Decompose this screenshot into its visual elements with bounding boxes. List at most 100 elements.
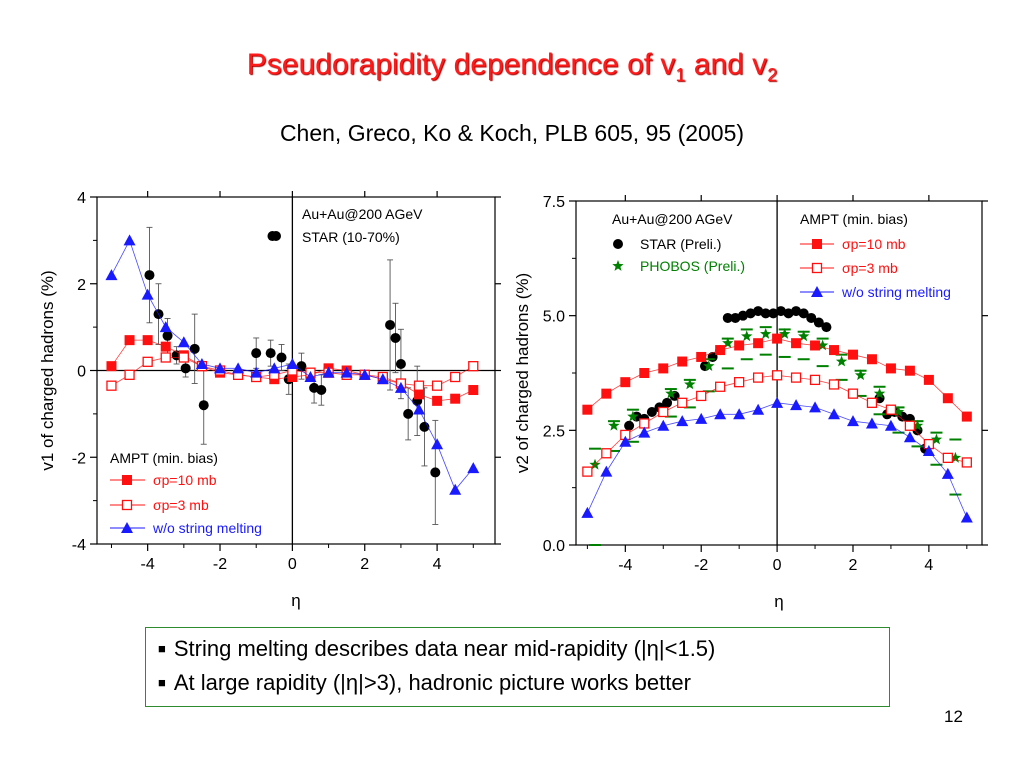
data-point — [142, 356, 153, 367]
x-tick-label: -4 — [141, 556, 155, 573]
note-text: At large rapidity (|η|>3), hadronic pict… — [173, 670, 691, 695]
data-point — [638, 426, 651, 438]
data-point — [620, 377, 631, 388]
data-point — [468, 385, 479, 396]
data-point — [390, 332, 401, 343]
data-point — [847, 349, 858, 360]
data-point — [904, 420, 916, 431]
x-tick-label: 4 — [924, 557, 933, 574]
y-axis-label: v2 of charged hadrons (%) — [513, 273, 532, 473]
data-point — [403, 408, 414, 419]
series — [624, 306, 931, 454]
legend-text: PHOBOS (Preli.) — [640, 258, 745, 274]
data-point — [923, 374, 934, 385]
series — [588, 326, 962, 546]
series — [144, 226, 441, 525]
data-point — [715, 345, 726, 356]
data-point — [122, 475, 132, 485]
data-point — [159, 321, 172, 333]
data-point — [734, 377, 745, 388]
series — [582, 370, 972, 477]
data-point — [771, 396, 784, 408]
data-point — [828, 379, 840, 390]
data-point — [745, 308, 756, 319]
data-point — [106, 380, 117, 391]
legend-text: w/o string melting — [152, 520, 262, 536]
y-tick-label: -4 — [72, 537, 86, 554]
data-point — [942, 393, 953, 404]
note-text: String melting describes data near mid-r… — [173, 636, 716, 661]
data-point — [684, 378, 696, 390]
data-point — [703, 360, 715, 371]
legend-text: w/o string melting — [841, 284, 951, 300]
legend-text: Au+Au@200 AGeV — [612, 211, 733, 227]
title-text: Pseudorapidity dependence of v — [246, 48, 676, 81]
data-point — [806, 312, 817, 323]
x-axis-label: η — [774, 592, 783, 611]
data-point — [612, 260, 624, 271]
data-point — [639, 368, 650, 378]
data-point — [942, 452, 954, 464]
data-point — [123, 234, 136, 246]
data-point — [413, 403, 426, 415]
data-point — [376, 373, 389, 385]
data-point — [790, 372, 802, 383]
legend-text: σp=10 mb — [153, 472, 217, 488]
slide-title: Pseudorapidity dependence of v1 and v2 — [0, 48, 1024, 86]
data-point — [214, 362, 227, 374]
notes-box: ■ String melting describes data near mid… — [145, 627, 890, 707]
data-point — [816, 339, 829, 351]
data-point — [760, 308, 771, 319]
data-point — [865, 417, 878, 429]
slide-subtitle: Chen, Greco, Ko & Koch, PLB 605, 95 (200… — [279, 120, 745, 146]
data-point — [657, 419, 670, 431]
data-point — [775, 306, 786, 317]
data-point — [413, 380, 425, 391]
data-point — [779, 328, 791, 339]
data-point — [251, 348, 262, 359]
data-point — [121, 522, 133, 533]
data-point — [265, 348, 276, 359]
data-point — [430, 467, 441, 478]
data-point — [450, 371, 461, 383]
data-point — [608, 419, 620, 431]
data-point — [121, 499, 133, 511]
data-point — [142, 335, 153, 346]
data-point — [676, 415, 689, 427]
data-point — [930, 433, 943, 445]
data-point — [922, 444, 935, 456]
data-point — [600, 465, 613, 477]
x-tick-label: -4 — [618, 557, 632, 574]
y-tick-label: -2 — [72, 450, 86, 467]
data-point — [677, 356, 688, 367]
data-point — [812, 239, 822, 249]
data-point — [892, 406, 905, 417]
data-point — [124, 369, 135, 380]
legend-title: AMPT (min. bias) — [800, 211, 908, 227]
data-point — [772, 333, 783, 344]
title-subscript-2: 2 — [767, 65, 778, 85]
data-point — [468, 361, 479, 372]
data-point — [581, 506, 594, 518]
bullet-square-icon: ■ — [158, 675, 166, 690]
data-point — [752, 372, 764, 383]
data-point — [737, 310, 748, 321]
data-point — [268, 362, 281, 374]
x-tick-label: -2 — [694, 557, 708, 574]
data-point — [431, 438, 444, 450]
x-tick-label: 2 — [360, 556, 369, 573]
data-point — [662, 397, 673, 408]
data-point — [730, 312, 741, 323]
data-point — [810, 340, 821, 351]
data-point — [432, 395, 443, 406]
legend-text: STAR (10-70%) — [302, 229, 400, 245]
x-tick-label: 0 — [288, 556, 297, 573]
data-point — [414, 389, 425, 400]
data-point — [582, 404, 593, 415]
data-point — [828, 408, 841, 420]
data-point — [613, 239, 623, 249]
data-point — [854, 369, 867, 381]
data-point — [949, 451, 962, 463]
data-point — [450, 393, 461, 404]
x-tick-label: -2 — [213, 556, 227, 573]
